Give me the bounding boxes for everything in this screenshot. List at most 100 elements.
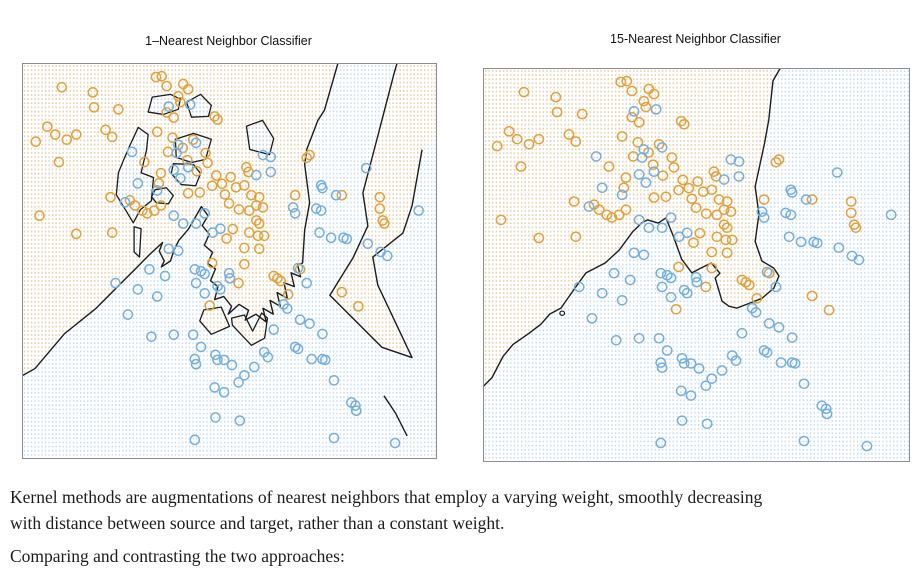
comparison-heading: Comparing and contrasting the two approa… xyxy=(10,546,345,566)
orange-data-point xyxy=(226,173,235,182)
orange-data-point xyxy=(607,213,616,222)
blue-data-point xyxy=(174,246,183,255)
orange-data-point xyxy=(627,113,636,122)
blue-data-point xyxy=(190,265,199,274)
orange-data-point xyxy=(88,88,97,97)
orange-data-point xyxy=(208,258,217,267)
orange-data-point xyxy=(745,280,754,289)
blue-data-point xyxy=(317,206,326,215)
orange-data-point xyxy=(661,192,670,201)
blue-data-point xyxy=(153,292,162,301)
orange-data-point xyxy=(658,171,667,180)
orange-data-point xyxy=(302,153,311,162)
orange-data-point xyxy=(824,306,833,315)
blue-island-boundary xyxy=(246,120,273,154)
orange-data-point xyxy=(162,81,171,90)
orange-data-point xyxy=(255,244,264,253)
blue-data-point xyxy=(654,334,663,343)
blue-data-point xyxy=(692,278,701,287)
orange-data-point xyxy=(726,207,735,216)
blue-data-point xyxy=(352,406,361,415)
orange-data-point xyxy=(695,229,704,238)
orange-data-point xyxy=(534,233,543,242)
orange-data-point xyxy=(284,290,293,299)
blue-data-point xyxy=(649,167,658,176)
orange-data-point xyxy=(719,205,728,214)
blue-data-point xyxy=(327,233,336,242)
blue-data-point xyxy=(759,213,768,222)
orange-data-point xyxy=(702,209,711,218)
blue-data-point xyxy=(799,379,808,388)
blue-data-point xyxy=(717,366,726,375)
blue-data-point xyxy=(637,153,646,162)
blue-data-point xyxy=(734,172,743,181)
orange-data-point xyxy=(51,130,60,139)
blue-data-point xyxy=(677,416,686,425)
blue-data-point xyxy=(196,342,205,351)
orange-data-point xyxy=(35,211,44,220)
orange-data-point xyxy=(516,162,525,171)
blue-data-point xyxy=(266,152,275,161)
orange-island-boundary xyxy=(200,307,230,334)
right-plot-title: 15-Nearest Neighbor Classifier xyxy=(610,32,781,46)
orange-data-point xyxy=(252,201,261,210)
blue-data-point xyxy=(634,215,643,224)
blue-data-point xyxy=(186,100,195,109)
blue-data-point xyxy=(719,175,728,184)
orange-data-point xyxy=(201,148,210,157)
blue-data-point xyxy=(213,355,222,364)
blue-data-point xyxy=(296,315,305,324)
blue-data-point xyxy=(656,358,665,367)
orange-data-point xyxy=(595,205,604,214)
blue-data-point xyxy=(153,186,162,195)
orange-data-point xyxy=(291,191,300,200)
decision-boundary xyxy=(330,64,422,358)
orange-data-point xyxy=(183,156,192,165)
orange-data-point xyxy=(709,167,718,176)
blue-data-point xyxy=(639,250,648,259)
orange-data-point xyxy=(106,193,115,202)
orange-data-point xyxy=(633,138,642,147)
blue-data-point xyxy=(701,381,710,390)
blue-data-point xyxy=(629,107,638,116)
orange-data-point xyxy=(234,205,243,214)
blue-data-point xyxy=(799,436,808,445)
blue-data-point xyxy=(634,334,643,343)
blue-data-point xyxy=(682,228,691,237)
orange-data-point xyxy=(496,215,505,224)
blue-data-point xyxy=(641,178,650,187)
orange-data-point xyxy=(184,85,193,94)
knn1-scatter-plot xyxy=(22,63,437,459)
orange-data-point xyxy=(851,223,860,232)
blue-island-boundary xyxy=(134,227,141,257)
orange-data-point xyxy=(205,301,214,310)
blue-data-point xyxy=(765,319,774,328)
orange-data-point xyxy=(722,223,731,232)
blue-data-point xyxy=(240,371,249,380)
orange-data-point xyxy=(621,173,630,182)
blue-data-point xyxy=(200,269,209,278)
blue-data-point xyxy=(133,179,142,188)
orange-data-point xyxy=(571,137,580,146)
blue-data-point xyxy=(686,391,695,400)
orange-data-point xyxy=(220,190,229,199)
orange-data-point xyxy=(276,277,285,286)
orange-data-point xyxy=(771,158,780,167)
blue-data-point xyxy=(734,157,743,166)
orange-data-point xyxy=(721,235,730,244)
blue-data-point xyxy=(200,209,209,218)
blue-class-points xyxy=(111,100,423,448)
blue-data-point xyxy=(762,268,771,277)
orange-data-point xyxy=(619,183,628,192)
blue-data-point xyxy=(786,210,795,219)
orange-class-points xyxy=(31,72,389,311)
orange-data-point xyxy=(741,278,750,287)
orange-data-point xyxy=(569,197,578,206)
blue-data-point xyxy=(680,359,689,368)
blue-data-point xyxy=(629,248,638,257)
orange-data-point xyxy=(305,150,314,159)
blue-data-point xyxy=(318,184,327,193)
orange-data-point xyxy=(552,108,561,117)
orange-data-point xyxy=(604,162,613,171)
